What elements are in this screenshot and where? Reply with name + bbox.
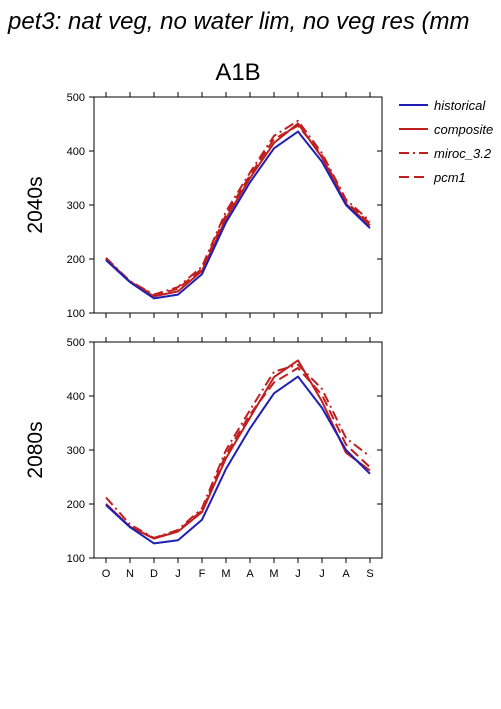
scenario-title: A1B bbox=[215, 59, 260, 86]
y-tick-label: 100 bbox=[67, 553, 85, 565]
x-tick-label: O bbox=[102, 568, 111, 580]
y-tick-label: 500 bbox=[67, 337, 85, 349]
x-tick-label: A bbox=[342, 568, 350, 580]
plot-frame bbox=[93, 96, 383, 314]
series-line-miroc_3.2 bbox=[105, 119, 371, 296]
y-tick-label: 500 bbox=[67, 92, 85, 104]
x-tick-label: A bbox=[246, 568, 254, 580]
x-tick-label: F bbox=[199, 568, 206, 580]
y-tick-label: 100 bbox=[67, 308, 85, 320]
legend-label-pcm1: pcm1 bbox=[433, 170, 466, 185]
x-tick-label: M bbox=[221, 568, 230, 580]
series-line-pcm1 bbox=[105, 366, 371, 539]
x-tick-label: M bbox=[269, 568, 278, 580]
legend: historical composite miroc_3.2 pcm1 bbox=[399, 98, 493, 185]
y-tick-label: 200 bbox=[67, 254, 85, 266]
y-tick-label: 400 bbox=[67, 146, 85, 158]
legend-label-miroc_3.2: miroc_3.2 bbox=[434, 146, 492, 161]
legend-label-historical: historical bbox=[434, 98, 486, 113]
x-tick-label: N bbox=[126, 568, 134, 580]
y-tick-label: 300 bbox=[67, 445, 85, 457]
row-label-2040s: 2040s bbox=[24, 176, 47, 233]
y-tick-label: 300 bbox=[67, 200, 85, 212]
legend-label-composite: composite bbox=[434, 122, 493, 137]
y-tick-label: 400 bbox=[67, 391, 85, 403]
x-tick-label: J bbox=[295, 568, 301, 580]
y-tick-label: 200 bbox=[67, 499, 85, 511]
row-label-2080s: 2080s bbox=[24, 421, 47, 478]
x-tick-label: D bbox=[150, 568, 158, 580]
series-line-miroc_3.2 bbox=[105, 363, 371, 539]
page-title: pet3: nat veg, no water lim, no veg res … bbox=[8, 8, 470, 35]
series-line-historical bbox=[105, 375, 371, 545]
series-line-pcm1 bbox=[105, 124, 371, 297]
series-line-historical bbox=[105, 130, 371, 300]
x-tick-label: J bbox=[175, 568, 181, 580]
panel-2040s: 100 200 300 400 500 2040s bbox=[24, 92, 383, 320]
panel-2080s: 100 200 300 400 500 O N D J F M A M J J A S 2080s bbox=[24, 337, 383, 580]
series-line-composite bbox=[105, 122, 371, 298]
x-tick-label: J bbox=[319, 568, 325, 580]
x-tick-label: S bbox=[366, 568, 373, 580]
series-line-composite bbox=[105, 359, 371, 540]
